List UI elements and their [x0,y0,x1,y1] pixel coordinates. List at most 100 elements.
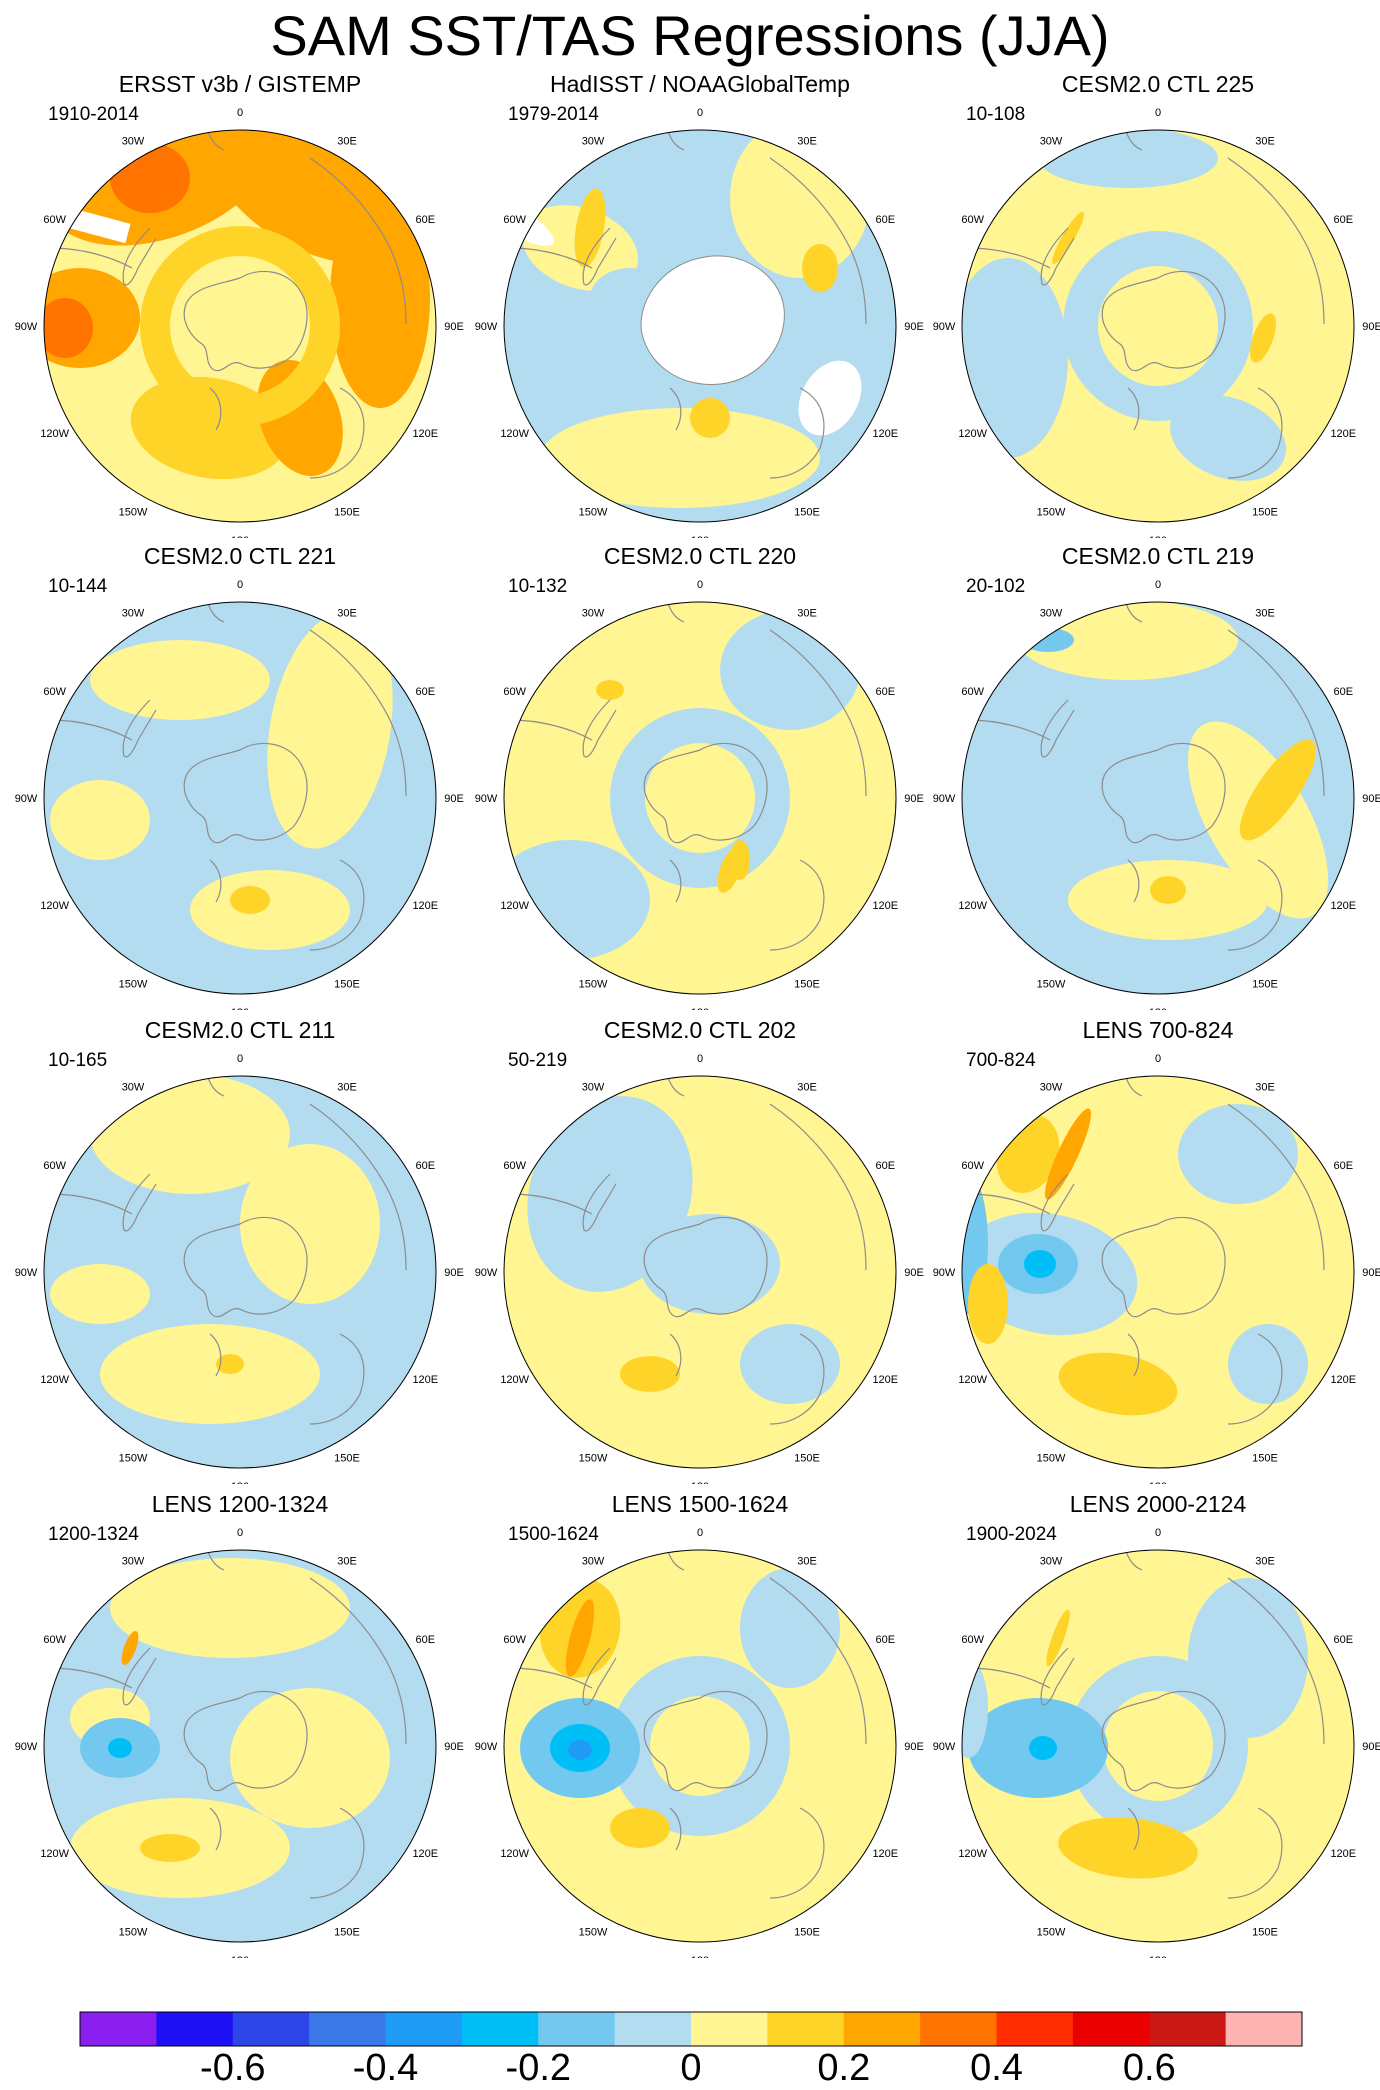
longitude-label: 0 [1155,579,1161,591]
longitude-label: 120E [412,1848,438,1860]
colorbar-tick-label: -0.4 [352,2047,419,2089]
longitude-label: 90W [15,793,38,805]
map-panel: CESM2.0 CTL 220 10-132 0 30E 60E 90E 120E 150E 1… [470,542,930,1012]
coastline [665,1076,685,1097]
longitude-label: 120W [40,900,69,912]
anomaly-field [44,130,436,522]
longitude-label: 30E [797,136,817,148]
panel-period: 10-108 [966,104,1026,125]
coastline [309,1577,407,1745]
warm-anomaly [1239,739,1317,841]
longitude-label: 60W [961,1160,984,1172]
coastline [1123,602,1143,623]
longitude-label: 150E [334,506,360,518]
map-border [503,601,897,995]
map-border [43,1075,437,1469]
longitude-label: 90W [475,321,498,333]
anomaly-field [962,1550,1354,1942]
longitude-label: 60W [43,686,66,698]
longitude-label: 30E [1255,608,1275,620]
longitude-label: 30W [122,136,145,148]
warm-anomaly [1250,313,1276,363]
longitude-label: 60E [416,1160,436,1172]
coastline [769,1807,825,1899]
longitude-label: 150E [1252,978,1278,990]
longitude-label: 150W [119,1926,148,1938]
panel-period: 10-144 [48,576,108,597]
warm-anomaly [565,1599,595,1677]
coastline [769,1103,867,1271]
longitude-label: 60E [876,1634,896,1646]
panel-title: CESM2.0 CTL 219 [1061,543,1255,569]
longitude-label: 60W [43,1160,66,1172]
warm-anomaly [540,408,820,508]
land-layer [49,602,407,951]
panel-title: LENS 2000-2124 [1069,1491,1247,1517]
longitude-label: 120E [1330,900,1356,912]
cool-anomaly [108,1738,132,1758]
map-panel: CESM2.0 CTL 221 10-144 0 30E 60E 90E 120E 150E 1… [10,542,470,1012]
panel-title: LENS 700-824 [1082,1017,1234,1043]
warm-anomaly [1058,1817,1198,1879]
longitude-label: 180 [1149,1007,1167,1010]
longitude-label: 180 [691,1481,709,1484]
longitude-label: 150E [334,1452,360,1464]
polar-map: 0 30E 60E 90E 120E 150E 180 150W 120W 90W 60W 30W [933,579,1380,1010]
longitude-label: 90W [475,1741,498,1753]
antarctica-coastline [1101,1216,1226,1318]
longitude-label: 0 [237,1053,243,1065]
coastline [769,629,867,797]
warm-ring [140,226,340,426]
polar-map: 0 30E 60E 90E 120E 150E 180 150W 120W 90W 60W 30W [933,1053,1380,1484]
longitude-label: 120W [500,1848,529,1860]
panel-title: CESM2.0 CTL 211 [144,1017,336,1043]
map-panel: LENS 1200-1324 1200-1324 0 30E 60E 90E 120E 150… [10,1490,470,1960]
antarctica-coastline [183,1216,308,1318]
longitude-label: 120W [958,428,987,440]
colorbar-tick-label: 0 [680,2047,702,2089]
coastline [1123,1076,1143,1097]
warm-anomaly [1045,1108,1091,1200]
longitude-label: 150E [334,1926,360,1938]
warm-anomaly [620,1356,680,1392]
colorbar-swatch [309,2012,387,2046]
anomaly-field [44,1076,436,1468]
longitude-label: 180 [691,535,709,538]
warm-anomaly [110,1558,350,1658]
missing-data-region [640,255,785,386]
map-panel: ERSST v3b / GISTEMP 1910-2014 0 30E 60E 90E 12… [10,70,470,540]
longitude-label: 180 [231,1481,249,1484]
longitude-label: 120E [412,900,438,912]
colorbar-swatch [538,2012,616,2046]
longitude-label: 120E [412,1374,438,1386]
longitude-label: 30W [582,136,605,148]
longitude-label: 0 [1155,1053,1161,1065]
longitude-label: 120E [412,428,438,440]
cool-ring [1063,231,1253,421]
panel-title: CESM2.0 CTL 220 [603,543,797,569]
longitude-label: 150E [334,978,360,990]
coastline [205,1550,225,1571]
coastline [665,1550,685,1571]
panel-period: 1910-2014 [48,104,139,125]
panel-title: CESM2.0 CTL 202 [603,1017,797,1043]
missing-data-region [798,360,862,436]
panel-title: ERSST v3b / GISTEMP [118,71,362,97]
coastline [1127,1333,1140,1377]
panel-period: 1900-2024 [966,1524,1057,1545]
land-layer [967,1076,1325,1425]
longitude-label: 60E [416,686,436,698]
longitude-label: 150W [119,506,148,518]
panel-title: LENS 1500-1624 [611,1491,789,1517]
longitude-label: 0 [1155,107,1161,119]
coastline [122,227,157,286]
anomaly-field [44,1550,436,1942]
longitude-label: 120W [40,1848,69,1860]
panel-period: 1500-1624 [508,1524,599,1545]
coastline [209,387,222,431]
map-panel: LENS 1500-1624 1500-1624 0 30E 60E 90E 120E 150… [470,1490,930,1960]
coastline [769,1577,867,1745]
polar-map: 0 30E 60E 90E 120E 150E 180 150W 120W 90W 60W 30W [475,107,924,538]
longitude-label: 60W [43,214,66,226]
colorbar-swatch [1225,2012,1303,2046]
